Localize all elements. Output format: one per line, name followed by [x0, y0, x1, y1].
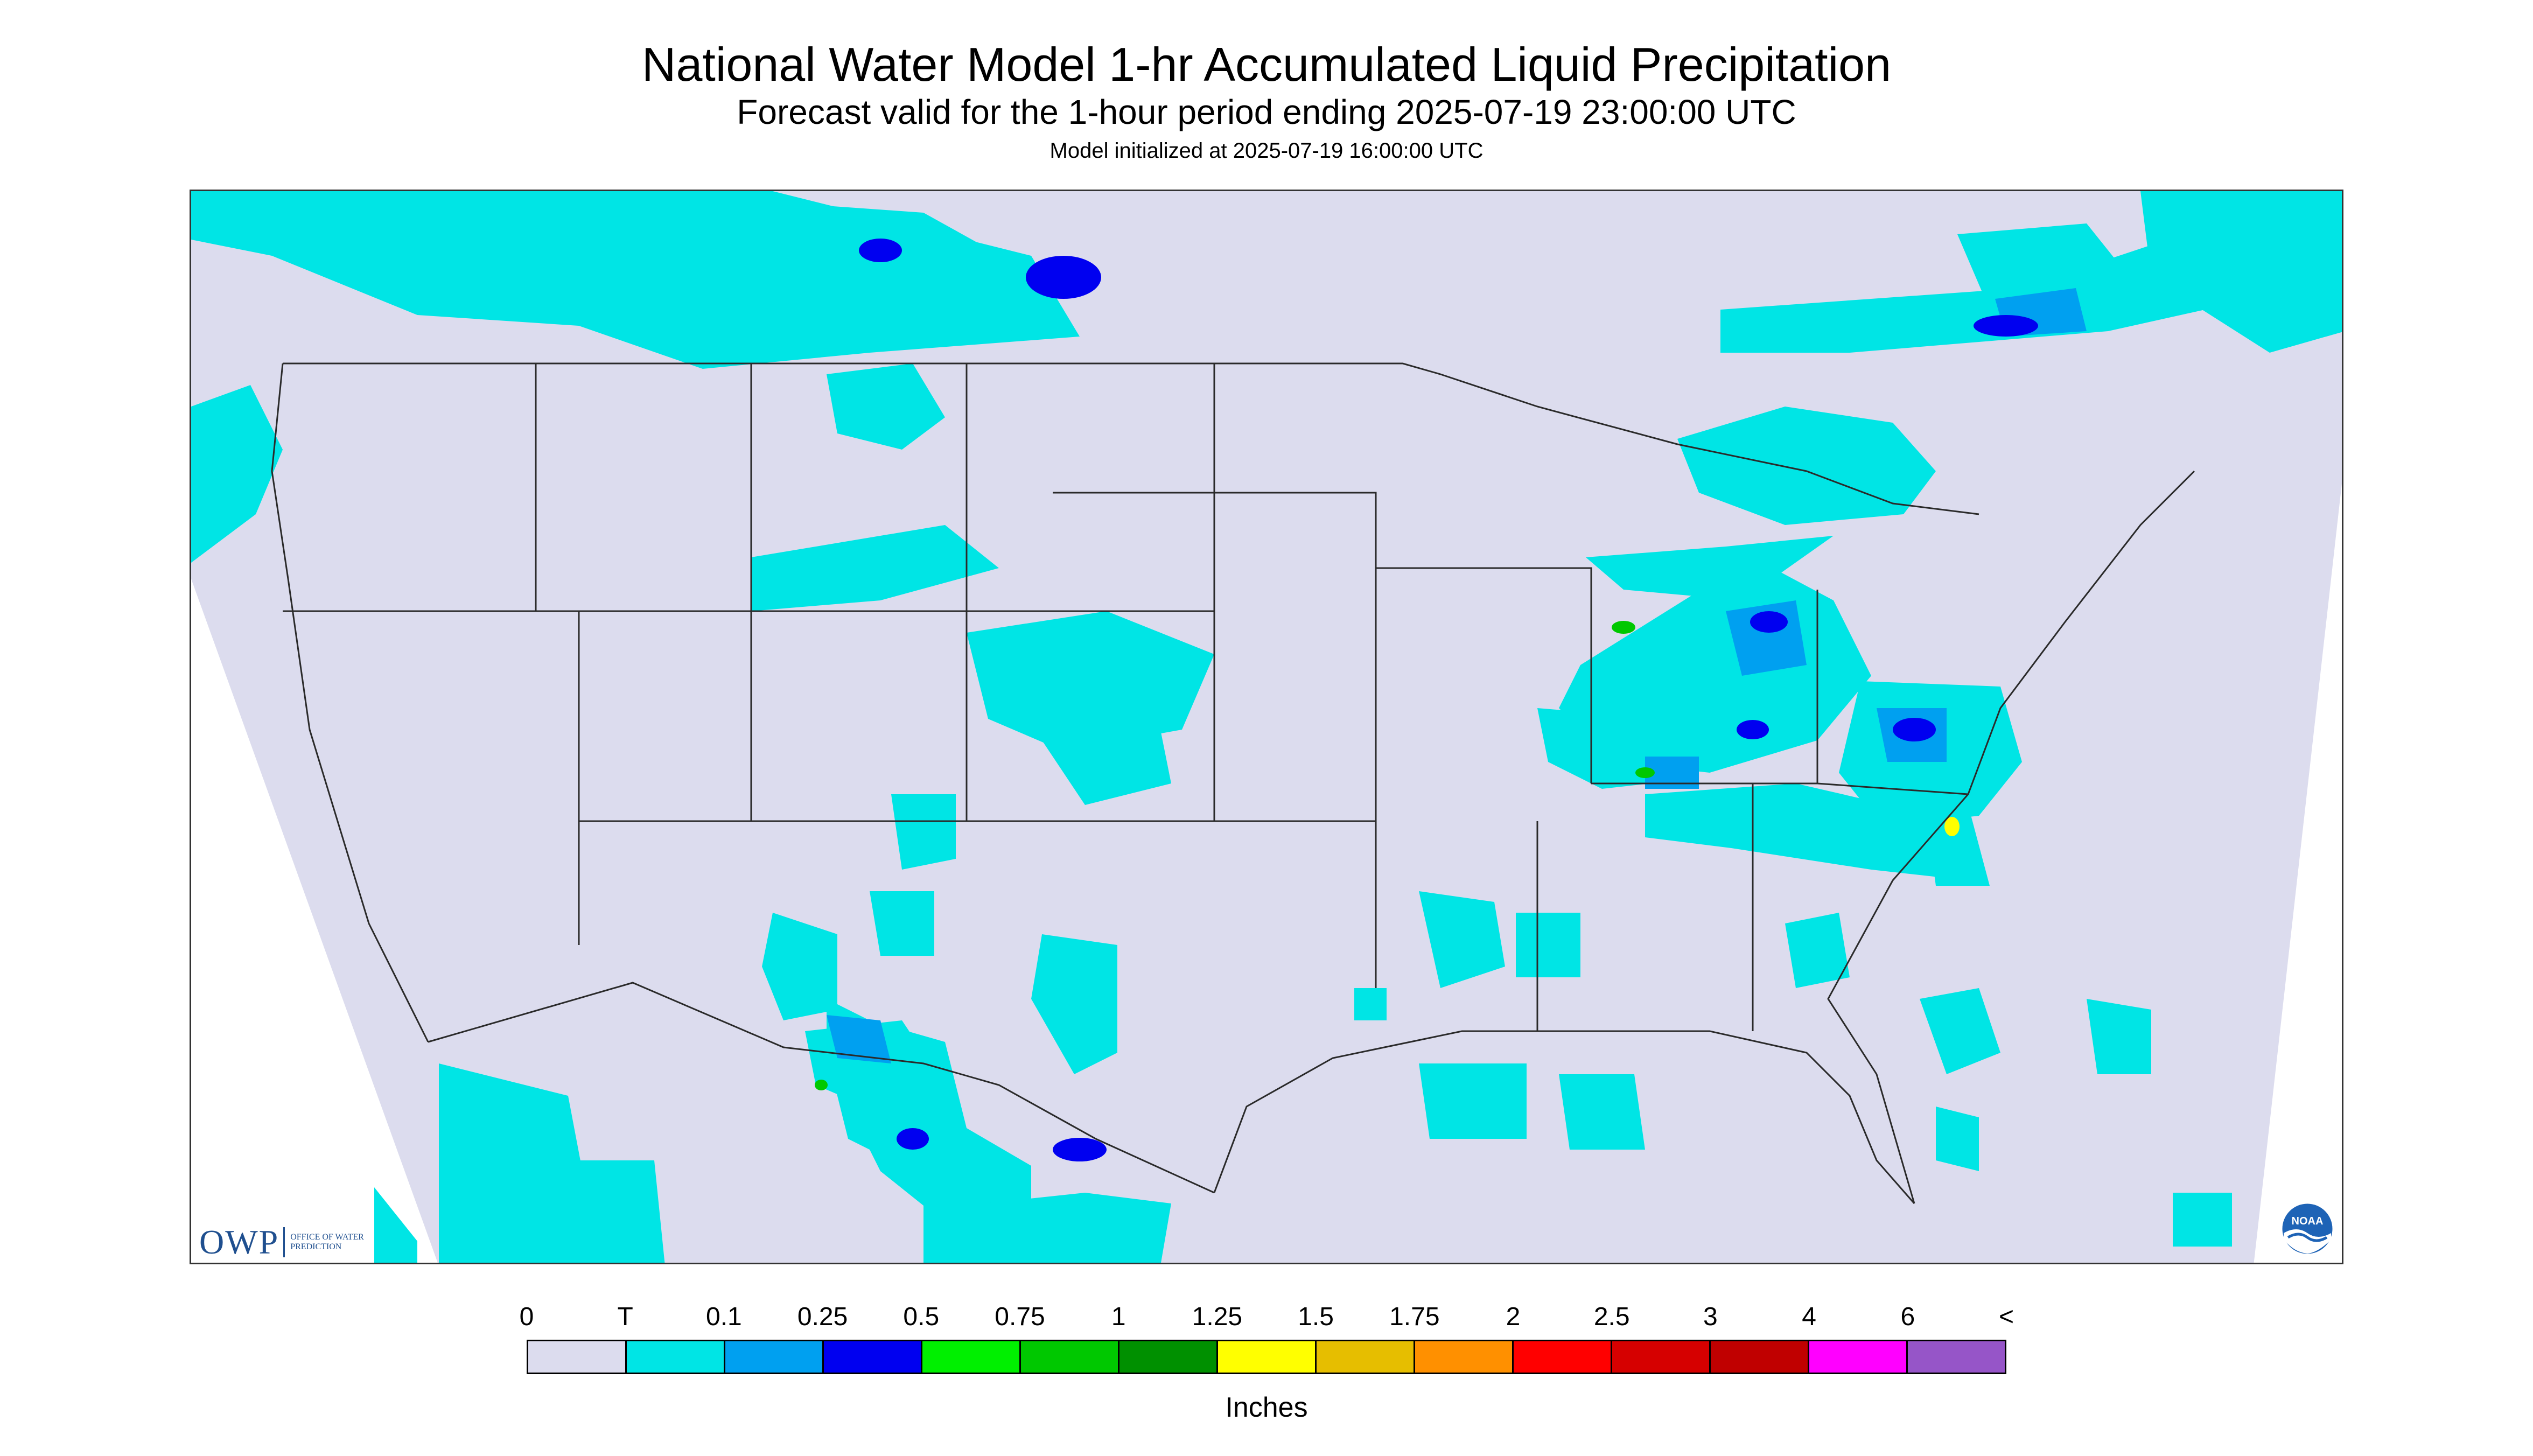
legend-tick-label: 1.25 [1192, 1303, 1243, 1331]
legend-swatch [627, 1341, 725, 1373]
legend-tick-label: 4 [1802, 1303, 1816, 1331]
legend-swatch [1415, 1341, 1514, 1373]
noaa-logo-icon: NOAA [2280, 1202, 2334, 1256]
map-title: National Water Model 1-hr Accumulated Li… [641, 38, 1892, 91]
noaa-logo-text: NOAA [2292, 1215, 2324, 1227]
legend-swatch [824, 1341, 922, 1373]
owp-logo-mark: OWP [199, 1223, 279, 1261]
precipitation-map [190, 190, 2343, 1264]
legend-tick-label: 6 [1900, 1303, 1915, 1331]
legend-swatch [1809, 1341, 1908, 1373]
legend-swatch [1021, 1341, 1119, 1373]
model-init-line: Model initialized at 2025-07-19 16:00:00… [1049, 139, 1484, 163]
legend-swatch [922, 1341, 1021, 1373]
legend-tick-label: 0.75 [995, 1303, 1045, 1331]
legend-tick-label: 0 [519, 1303, 534, 1331]
legend-tick-label: < [1998, 1303, 2014, 1331]
legend-tick-label: 1.75 [1389, 1303, 1440, 1331]
legend-units-label: Inches [1225, 1392, 1308, 1423]
map-subtitle: Forecast valid for the 1-hour period end… [737, 93, 1796, 131]
precip-heavy-cores [815, 621, 1960, 1090]
legend-tick-label: 0.25 [797, 1303, 848, 1331]
legend-tick-label: 1 [1111, 1303, 1126, 1331]
color-legend: 0 T 0.1 0.25 0.5 0.75 1 1.25 1.5 1.75 2 2.5 3 4 6 < Inc… [520, 1302, 2014, 1424]
legend-swatch [1218, 1341, 1317, 1373]
legend-tick-label: 2 [1506, 1303, 1521, 1331]
legend-tick-labels: 0 T 0.1 0.25 0.5 0.75 1 1.25 1.5 1.75 2 2.5 3 4 6 < [520, 1302, 2014, 1340]
owp-logo-text: OFFICE OF WATER PREDICTION [290, 1233, 364, 1251]
legend-swatch [1711, 1341, 1809, 1373]
legend-swatch [725, 1341, 824, 1373]
legend-swatch [1317, 1341, 1415, 1373]
legend-swatch [1119, 1341, 1218, 1373]
legend-swatch [528, 1341, 627, 1373]
legend-tick-label: 1.5 [1298, 1303, 1334, 1331]
legend-tick-label: 2.5 [1593, 1303, 1630, 1331]
legend-swatch [1514, 1341, 1612, 1373]
boundary-lines [271, 362, 2195, 1204]
legend-tick-label: 3 [1703, 1303, 1718, 1331]
legend-swatch [1612, 1341, 1711, 1373]
legend-tick-label: 0.5 [903, 1303, 940, 1331]
legend-tick-label: 0.1 [706, 1303, 742, 1331]
owp-logo-divider [283, 1227, 285, 1257]
legend-swatch [1908, 1341, 2005, 1373]
precip-moderate-areas [859, 239, 2038, 1161]
legend-tick-label: T [617, 1303, 633, 1331]
legend-color-bar [527, 1340, 2006, 1374]
owp-logo: OWP OFFICE OF WATER PREDICTION [199, 1222, 376, 1262]
